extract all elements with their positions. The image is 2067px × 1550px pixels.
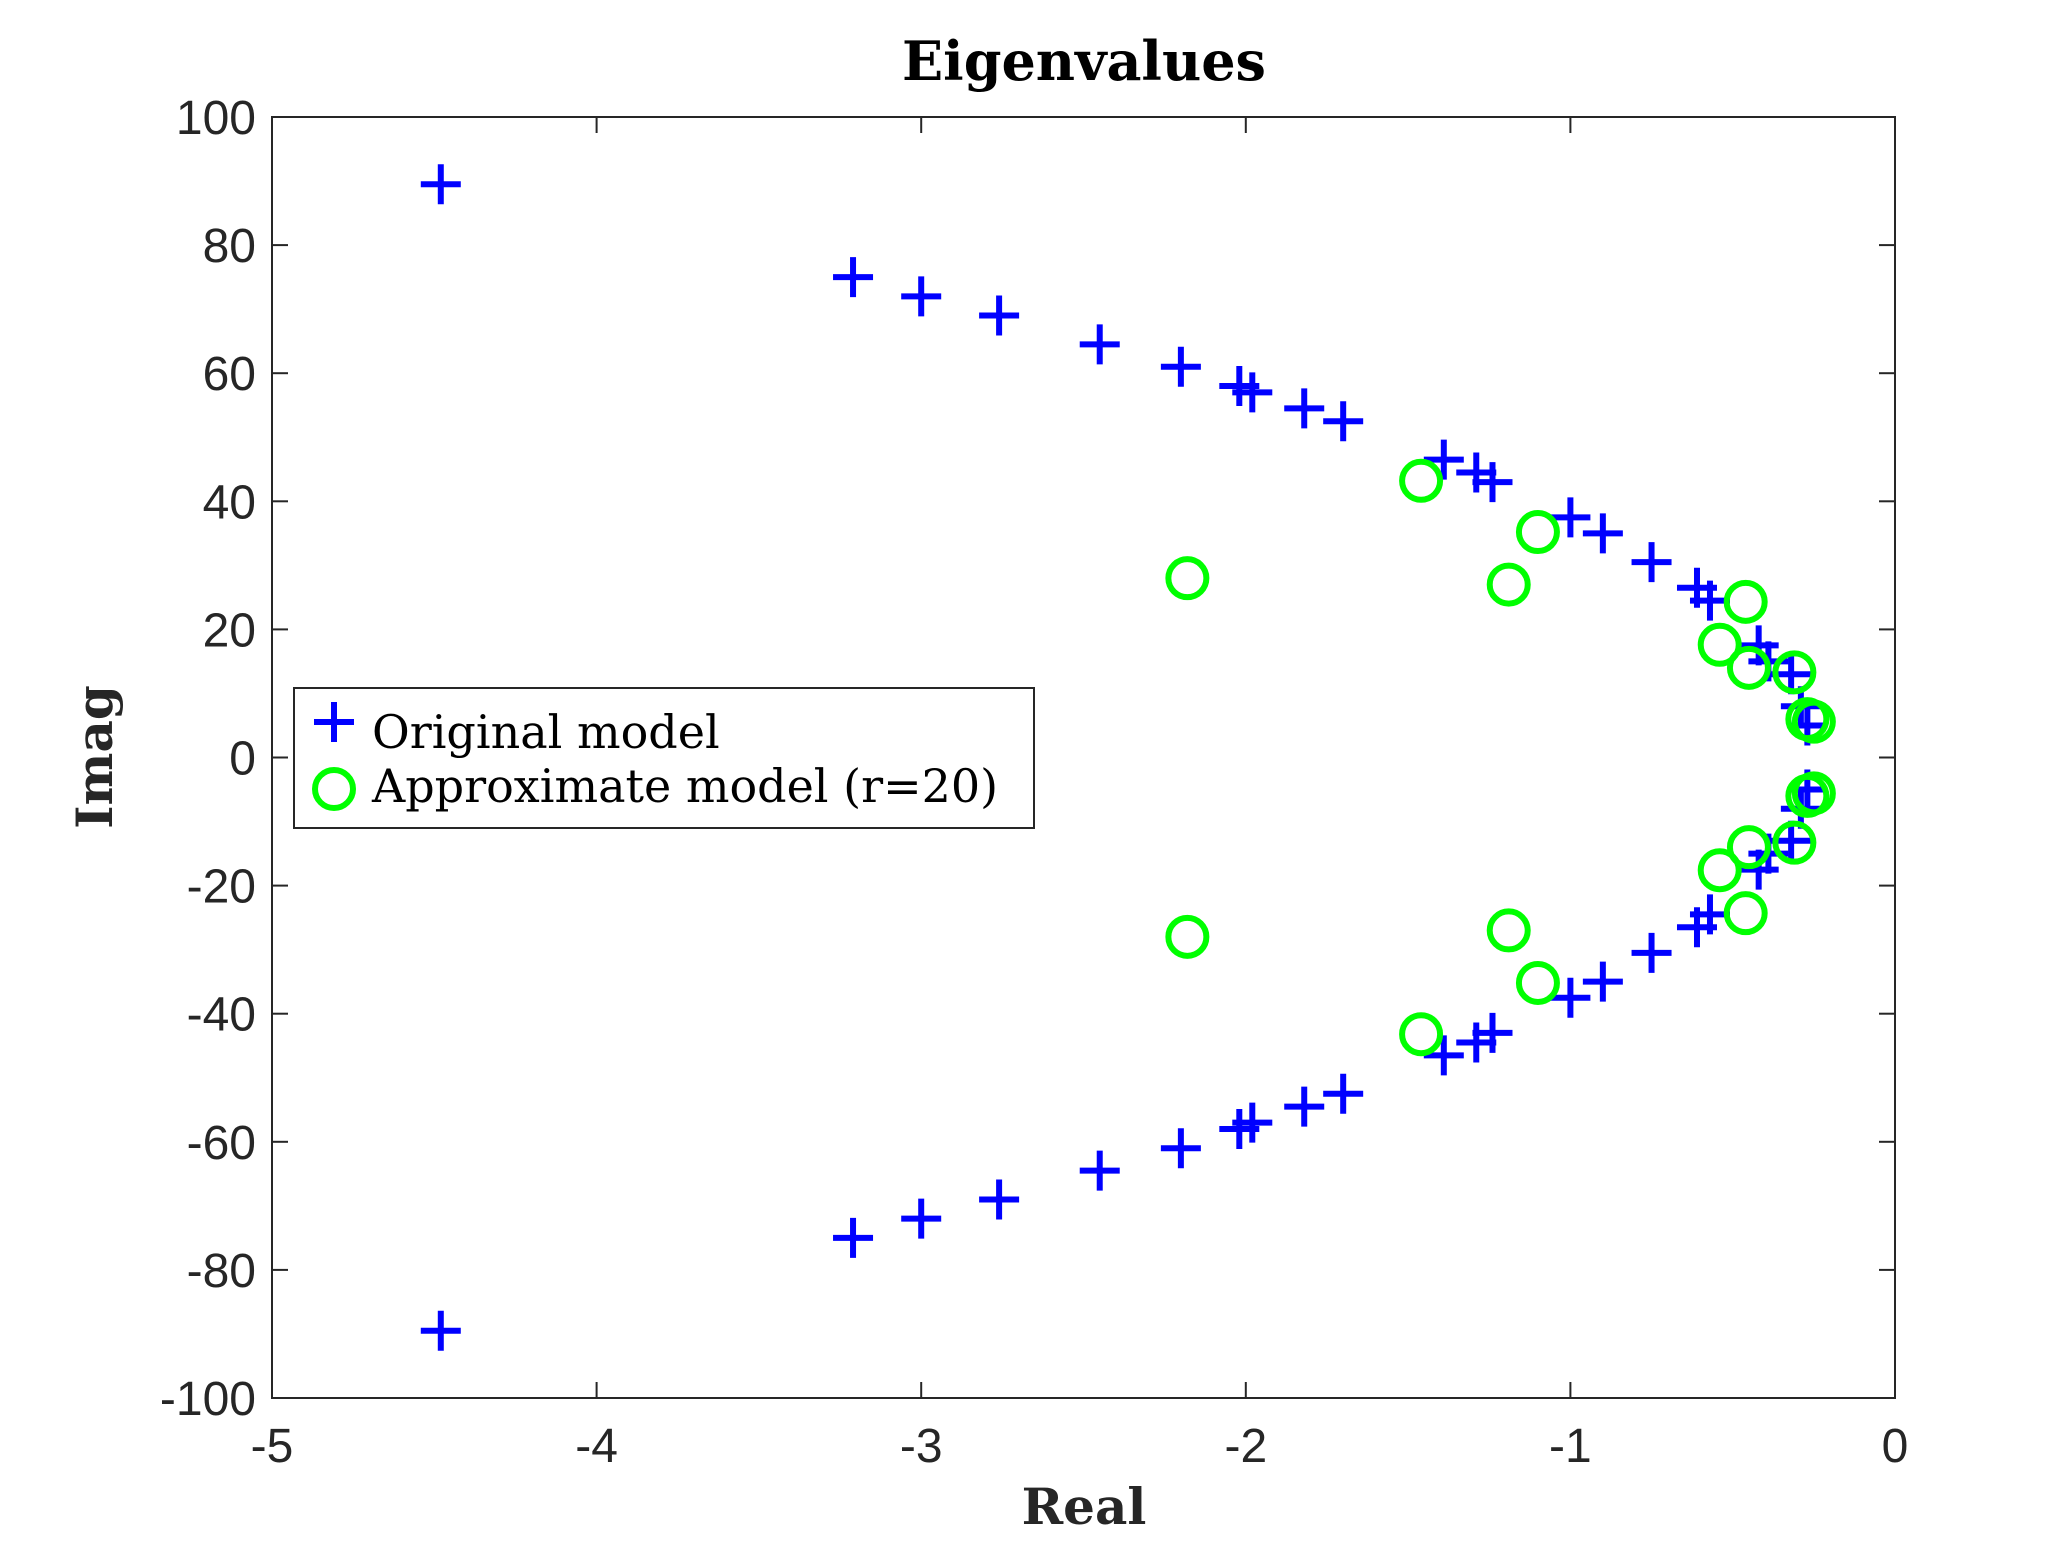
x-tick-label: -3 [900, 1420, 943, 1473]
y-tick-label: 40 [203, 476, 256, 529]
y-tick-label: 100 [176, 92, 256, 145]
legend-marker-original [314, 702, 354, 742]
approximate-model-point [1515, 510, 1560, 555]
approximate-model-point [1399, 458, 1444, 503]
y-tick-label: 80 [203, 220, 256, 273]
y-tick-label: -40 [187, 989, 256, 1042]
original-model-point [1423, 439, 1464, 480]
original-model-point [1582, 961, 1623, 1002]
approximate-model-point [1165, 556, 1210, 601]
original-model-point [1160, 1128, 1201, 1169]
original-model-point [420, 1310, 461, 1351]
y-tick-label: 60 [203, 348, 256, 401]
x-axis-title: Real [1022, 1477, 1147, 1536]
original-model-point [1160, 346, 1201, 387]
y-tick-label: 20 [203, 604, 256, 657]
original-model-point [1284, 388, 1325, 429]
original-model-point [1079, 324, 1120, 365]
original-model-point [1689, 580, 1730, 621]
legend: Original model Approximate model (r=20) [293, 687, 1035, 829]
original-model-point [1232, 1102, 1273, 1143]
original-model-point [1079, 1150, 1120, 1191]
approximate-model-point [1697, 848, 1742, 893]
original-model-point [833, 1217, 874, 1258]
original-model-point [1423, 1035, 1464, 1076]
legend-label-original: Original model [372, 705, 720, 759]
approximate-model-point [1486, 562, 1531, 607]
original-model-point [979, 1179, 1020, 1220]
legend-marker-approximate [312, 767, 356, 811]
x-tick-label: -5 [251, 1420, 294, 1473]
approximate-model-point [1723, 579, 1768, 624]
approximate-model-point [1772, 820, 1817, 865]
axis-ticks: -5 -4 -3 -2 -1 0 100 80 60 40 20 0 -20 -40 -60 -80 -100 [160, 92, 1908, 1473]
y-tick-label: -100 [160, 1373, 256, 1426]
original-model-point [901, 1198, 942, 1239]
legend-label-approximate: Approximate model (r=20) [371, 759, 998, 813]
y-tick-label: -80 [187, 1245, 256, 1298]
original-model-point [1284, 1086, 1325, 1127]
approximate-model-point [1726, 825, 1771, 870]
y-tick-label: -60 [187, 1117, 256, 1170]
original-model-point [1689, 894, 1730, 935]
original-model-point [1323, 401, 1364, 442]
original-model-point [1582, 513, 1623, 554]
x-tick-label: -1 [1549, 1420, 1592, 1473]
approximate-model-point [1697, 622, 1742, 667]
y-tick-label: -20 [187, 861, 256, 914]
x-tick-label: -2 [1224, 1420, 1267, 1473]
chart-title: Eigenvalues [902, 29, 1266, 93]
approximate-model-point [1791, 699, 1836, 744]
original-model-point [420, 164, 461, 205]
legend-plus-icon [314, 702, 354, 742]
approximate-model-point [1486, 908, 1531, 953]
approximate-model-point [1399, 1012, 1444, 1057]
original-model-point [901, 276, 942, 317]
original-model-point [1631, 932, 1672, 973]
original-model-point [1472, 1012, 1513, 1053]
y-axis-title: Imag [65, 685, 124, 829]
legend-circle-icon [312, 767, 356, 811]
data-points [420, 164, 1836, 1351]
approximate-model-point [1515, 960, 1560, 1005]
approximate-model-point [1791, 771, 1836, 816]
x-tick-label: -4 [575, 1420, 618, 1473]
original-model-point [1472, 462, 1513, 503]
x-tick-label: 0 [1882, 1420, 1909, 1473]
original-model-point [1550, 497, 1591, 538]
legend-box [293, 687, 1035, 829]
original-model-point [1232, 372, 1273, 413]
approximate-model-point [1165, 914, 1210, 959]
original-model-point [833, 257, 874, 298]
original-model-point [1550, 977, 1591, 1018]
original-model-point [979, 295, 1020, 336]
original-model-point [1631, 542, 1672, 583]
original-model-point [1323, 1073, 1364, 1114]
approximate-model-point [1726, 645, 1771, 690]
approximate-model-point [1772, 650, 1817, 695]
approximate-model-point [1723, 891, 1768, 936]
y-tick-label: 0 [229, 733, 256, 786]
